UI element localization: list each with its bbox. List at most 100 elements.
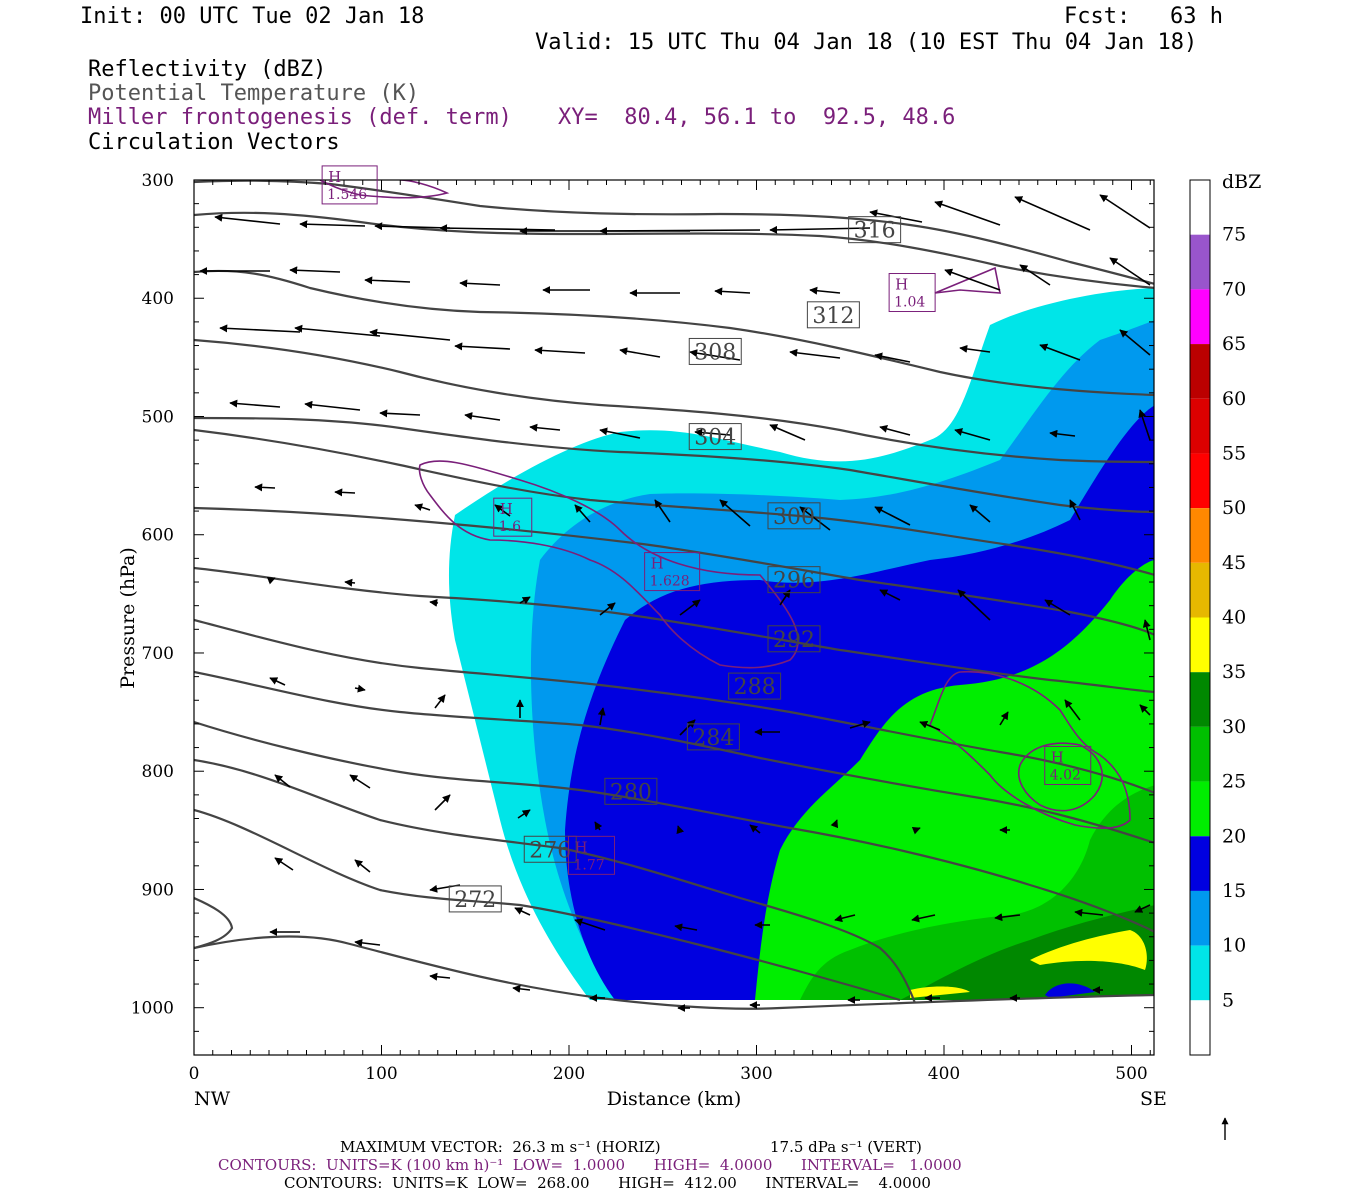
y-tick-label: 500: [142, 407, 174, 427]
colorbar-level-label: 60: [1222, 388, 1246, 410]
colorbar-level-label: 5: [1222, 989, 1234, 1011]
colorbar-level-label: 65: [1222, 333, 1246, 355]
circulation-vector: [294, 324, 381, 337]
circulation-vector: [1138, 409, 1151, 441]
svg-text:4.02: 4.02: [1050, 767, 1081, 783]
svg-text:1.546: 1.546: [327, 187, 367, 203]
circulation-vector: [349, 774, 371, 789]
theta-contour-label: 316: [848, 216, 902, 244]
theta-contour-label: 272: [448, 885, 502, 913]
theta-line: [194, 566, 1154, 694]
frontogenesis-contours: [319, 180, 1131, 830]
svg-text:H: H: [651, 555, 664, 573]
circulation-vector: [911, 914, 936, 923]
svg-text:304: 304: [694, 426, 736, 451]
circulation-vector: [304, 400, 361, 411]
circulation-vector: [1109, 257, 1151, 286]
circulation-vector: [454, 342, 511, 351]
cross-section-endpoints: XY= 80.4, 56.1 to 92.5, 48.6: [558, 105, 956, 130]
circulation-vector: [969, 504, 991, 523]
colorbar-level-label: 25: [1222, 771, 1246, 793]
theta-line: [194, 758, 917, 1004]
svg-text:1.6: 1.6: [499, 519, 521, 535]
colorbar-level-label: 20: [1222, 825, 1246, 847]
circulation-vector: [1044, 599, 1071, 616]
circulation-vector: [1039, 343, 1081, 361]
frontogenesis-max-label: H1.546: [321, 165, 378, 205]
x-tick-label: 400: [928, 1064, 960, 1084]
colorbar-swatch: [1190, 289, 1210, 345]
y-axis-ticks: [194, 179, 1154, 1056]
reflectivity-20dbz: [755, 560, 1154, 1000]
circulation-vector: [1142, 619, 1151, 641]
y-tick-label: 800: [142, 762, 174, 782]
colorbar-swatch: [1190, 617, 1210, 673]
theta-line: [194, 338, 1154, 464]
colorbar-level-label: 70: [1222, 278, 1246, 300]
circulation-vector: [274, 857, 294, 871]
svg-text:H: H: [500, 500, 513, 518]
circulation-vector: [512, 984, 531, 993]
x-axis-label: Distance (km): [607, 1088, 742, 1110]
theta-contour-label: 312: [806, 301, 860, 329]
forecast-hour: Fcst: 63 h: [1064, 4, 1223, 29]
colorbar-swatch: [1190, 180, 1210, 235]
circulation-vector: [464, 412, 501, 421]
colorbar-swatch: [1190, 672, 1210, 727]
colorbar-level-label: 35: [1222, 661, 1246, 683]
svg-text:H: H: [1051, 748, 1064, 766]
circulation-vector: [769, 424, 806, 441]
y-tick-label: 600: [142, 526, 174, 546]
circulation-vector: [911, 826, 921, 835]
theta-contour-info: CONTOURS: UNITS=K LOW= 268.00 HIGH= 412.…: [284, 1174, 931, 1192]
circulation-vector: [830, 819, 839, 829]
theta-contour-label: 296: [767, 566, 821, 594]
colorbar-swatch: [1190, 508, 1210, 563]
plot-frame: [193, 179, 1155, 1056]
svg-text:H: H: [895, 276, 908, 294]
x-tick-label: 100: [365, 1064, 397, 1084]
circulation-vector: [254, 483, 276, 492]
theta-line: [194, 935, 1154, 1010]
theta-contour-label: 308: [688, 337, 742, 365]
reflectivity-35dbz: [1030, 930, 1147, 970]
field-circulation-vectors: Circulation Vectors: [88, 130, 340, 155]
circulation-vector: [599, 427, 641, 439]
circulation-vector: [369, 328, 451, 341]
x-tick-label: 500: [1115, 1064, 1147, 1084]
circulation-vector: [694, 428, 731, 437]
theta-line: [194, 720, 1154, 933]
max-vector-horizontal: MAXIMUM VECTOR: 26.3 m s⁻¹ (HORIZ): [340, 1138, 661, 1156]
circulation-vector: [1014, 196, 1091, 231]
frontogenesis-max-label: H1.628: [644, 552, 701, 592]
circulation-vector: [429, 598, 439, 607]
colorbar-swatch: [1190, 453, 1210, 509]
svg-text:1.04: 1.04: [894, 295, 925, 311]
circulation-vector: [354, 684, 366, 693]
colorbar-swatch: [1190, 781, 1210, 837]
frontogenesis-max-label: H4.02: [1044, 745, 1092, 785]
circulation-vector: [514, 907, 531, 916]
circulation-vector: [379, 409, 421, 418]
svg-text:284: 284: [692, 726, 734, 751]
frontogenesis-max-label: H1.6: [493, 497, 533, 537]
circulation-vector: [229, 399, 281, 408]
circulation-vector: [874, 352, 911, 363]
svg-text:H: H: [328, 168, 341, 186]
reflectivity-30dbz: [900, 905, 1154, 1000]
y-axis-tick-labels: 300 400 500 600 700 800 900 1000: [131, 171, 174, 1019]
svg-text:300: 300: [773, 505, 815, 530]
circulation-vector: [574, 918, 606, 931]
svg-text:316: 316: [854, 219, 896, 244]
theta-contour-label: 276: [523, 835, 577, 863]
circulation-vector: [434, 694, 446, 709]
theta-line: [194, 896, 234, 950]
colorbar-level-label: 50: [1222, 497, 1246, 519]
reflectivity-colorbar: 5 10 15 20 25 30 35 40 45 50 55 60 65 70 75: [1189, 179, 1246, 1056]
circulation-vector: [597, 707, 606, 726]
svg-text:280: 280: [610, 780, 652, 805]
y-tick-label: 700: [142, 644, 174, 664]
reference-vector-icon: [1221, 1117, 1229, 1140]
circulation-vector: [289, 266, 341, 275]
svg-text:296: 296: [773, 569, 815, 594]
